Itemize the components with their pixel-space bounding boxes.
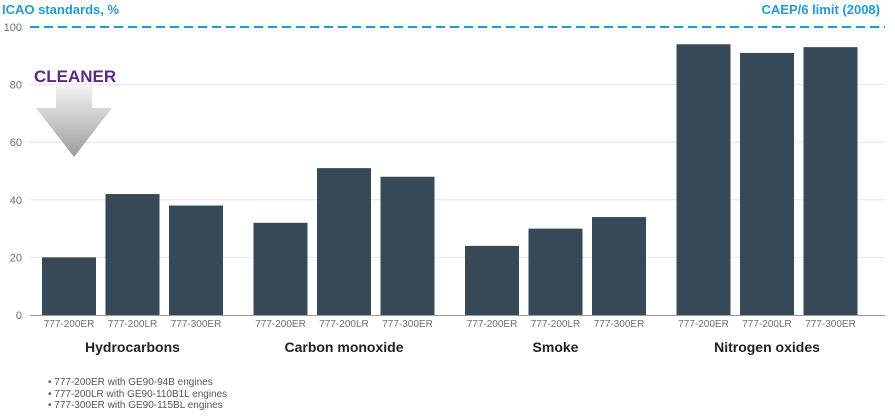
x-tick-label: 777-200ER [44, 319, 95, 330]
bar [317, 168, 371, 315]
bar [253, 222, 308, 315]
x-tick-label: 777-300ER [382, 319, 433, 330]
y-tick-label: 40 [10, 195, 22, 207]
bar [42, 257, 96, 315]
x-tick-label: 777-200LR [108, 319, 157, 330]
cleaner-annotation: CLEANER [34, 67, 116, 86]
group-label: Nitrogen oxides [714, 339, 820, 355]
bar [169, 205, 223, 315]
x-tick-label: 777-300ER [171, 319, 222, 330]
y-tick-label: 0 [16, 310, 22, 322]
x-tick-label: 777-200ER [467, 319, 518, 330]
x-tick-label: 777-200ER [255, 319, 306, 330]
footnote-item: 777-200LR with GE90-110B1L engines [48, 389, 227, 401]
engine-footnotes: 777-200ER with GE90-94B engines 777-200L… [48, 377, 227, 412]
reference-line-label: CAEP/6 limit (2008) [762, 2, 881, 17]
x-tick-label: 777-200ER [678, 319, 729, 330]
bar [676, 44, 731, 315]
y-tick-label: 100 [4, 22, 22, 34]
y-tick-label: 20 [10, 252, 22, 264]
x-tick-label: 777-200LR [319, 319, 368, 330]
y-tick-label: 80 [10, 80, 22, 92]
y-axis-title: ICAO standards, % [2, 2, 119, 17]
x-tick-label: 777-300ER [594, 319, 645, 330]
group-label: Hydrocarbons [85, 339, 180, 355]
x-tick-label: 777-200LR [531, 319, 580, 330]
bar [803, 47, 858, 315]
group-label: Carbon monoxide [284, 339, 403, 355]
bar [380, 176, 435, 315]
bar [592, 217, 646, 315]
footnote-item: 777-300ER with GE90-115BL engines [48, 400, 227, 412]
footnote-item: 777-200ER with GE90-94B engines [48, 377, 227, 389]
bar [465, 245, 519, 315]
down-arrow-icon [36, 86, 112, 157]
bar [105, 194, 160, 315]
x-tick-label: 777-300ER [805, 319, 856, 330]
bar [528, 228, 583, 315]
x-tick-label: 777-200LR [742, 319, 791, 330]
y-tick-label: 60 [10, 137, 22, 149]
bar [740, 52, 794, 316]
group-label: Smoke [533, 339, 579, 355]
